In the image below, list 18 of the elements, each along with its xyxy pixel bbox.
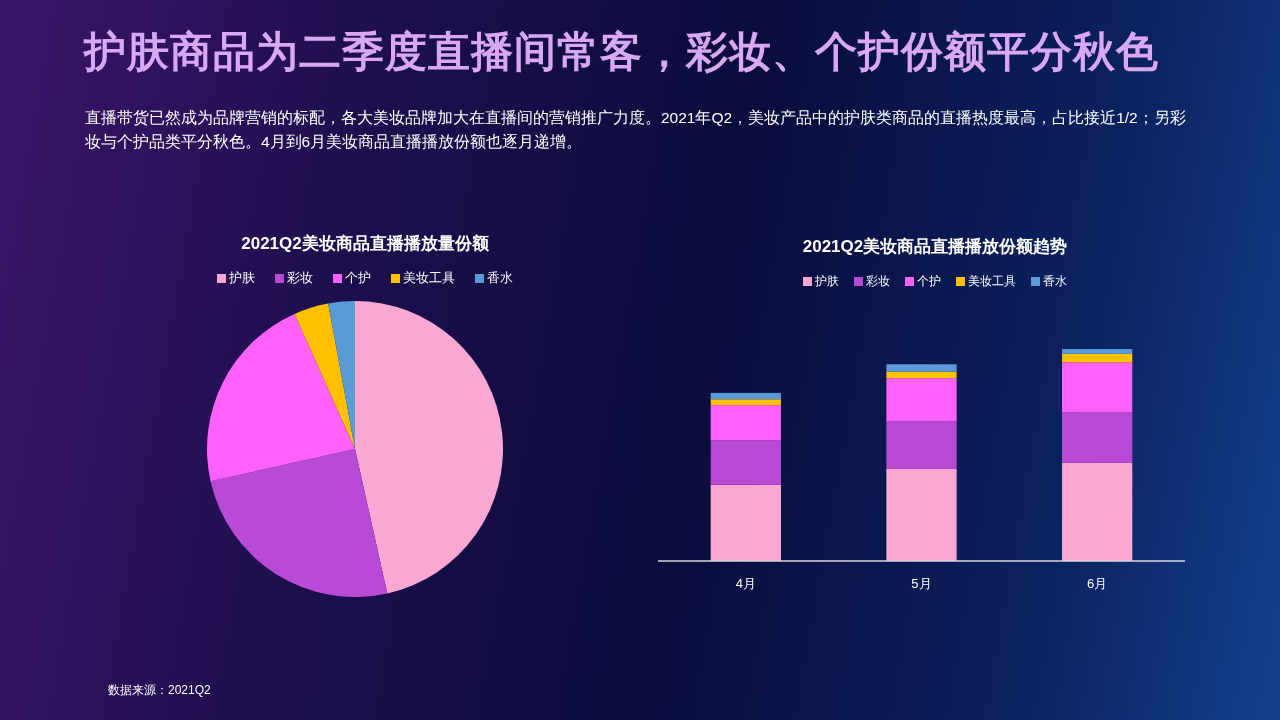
- text: 直播带货已然成为品牌营销的标配，各大美妆品牌加大在直播间的营销推广力度。2021年Q2，美妆产品中的护肤类商品的直播热度最高，占比接近1/2；另彩妆与个护品类平分秋色。4月到6月美妆商品直播播放份额也逐月递增。: [85, 108, 1187, 152]
- legend-label: 美妆工具: [968, 273, 1016, 290]
- source-note: 数据来源：2021Q2: [108, 682, 211, 699]
- legend-label: 彩妆: [287, 269, 313, 287]
- chart-title: 2021Q2美妆商品直播播放份额趋势: [801, 236, 1069, 258]
- legend-label: 护肤: [815, 273, 839, 290]
- legend-label: 香水: [1043, 273, 1067, 290]
- legend-label: 美妆工具: [403, 269, 455, 287]
- legend-label: 香水: [487, 269, 513, 287]
- legend-label: 彩妆: [866, 273, 890, 290]
- text: 护肤商品为二季度直播间常客，彩妆、个护份额平分秋色: [84, 27, 1159, 77]
- x-tick-label: 6月: [1086, 575, 1109, 593]
- legend-label: 护肤: [229, 269, 255, 287]
- x-tick-label: 5月: [910, 575, 933, 593]
- x-tick-label: 4月: [734, 575, 757, 593]
- chart-title: 2021Q2美妆商品直播播放量份额: [240, 233, 490, 255]
- legend-label: 个护: [917, 273, 941, 290]
- legend-label: 个护: [345, 269, 371, 287]
